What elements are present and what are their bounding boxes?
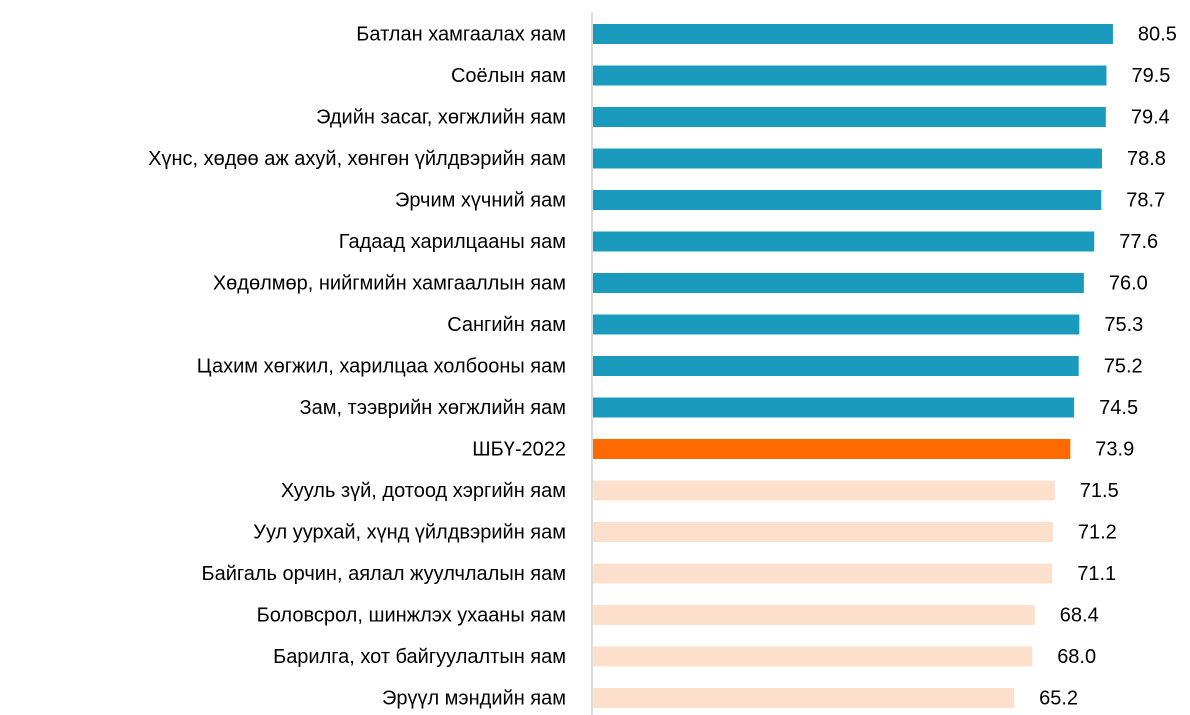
category-label: Хүнс, хөдөө аж ахуй, хөнгөн үйлдвэрийн я… [148, 148, 566, 170]
bar [593, 563, 1053, 584]
value-label: 74.5 [1099, 397, 1138, 419]
value-label: 71.1 [1077, 563, 1116, 585]
value-label: 77.6 [1119, 231, 1158, 253]
category-label: Сангийн яам [447, 314, 566, 336]
value-label: 75.3 [1104, 314, 1143, 336]
value-label: 80.5 [1138, 23, 1177, 45]
category-label: ШБҮ-2022 [472, 438, 566, 460]
category-label: Эрчим хүчний яам [395, 189, 566, 211]
category-label: Байгаль орчин, аялал жуулчлалын яам [201, 563, 566, 585]
bar [593, 107, 1106, 127]
category-label: Боловсрол, шинжлэх ухааны яам [257, 604, 566, 626]
value-label: 68.4 [1060, 604, 1099, 626]
bar [593, 439, 1071, 459]
bar [593, 688, 1015, 708]
value-label: 65.2 [1039, 687, 1078, 709]
bar [593, 24, 1113, 44]
value-label: 71.5 [1080, 480, 1119, 502]
category-label: Батлан хамгаалах яам [356, 23, 566, 45]
bar [593, 397, 1075, 418]
value-label: 78.8 [1127, 148, 1166, 170]
value-label: 73.9 [1095, 438, 1134, 460]
category-label: Эрүүл мэндийн яам [382, 687, 566, 709]
value-label: 79.5 [1131, 65, 1170, 87]
value-label: 71.2 [1078, 521, 1117, 543]
bar [593, 273, 1084, 293]
value-label: 68.0 [1057, 646, 1096, 668]
bar [593, 522, 1053, 542]
bar [593, 148, 1102, 169]
category-label: Соёлын яам [451, 65, 566, 87]
category-label: Хөдөлмөр, нийгмийн хамгааллын яам [213, 272, 566, 294]
category-label: Эдийн засаг, хөгжлийн яам [316, 106, 566, 128]
category-label: Гадаад харилцааны яам [339, 231, 566, 253]
bar [593, 356, 1079, 376]
bar [593, 480, 1055, 501]
bar [593, 65, 1107, 86]
value-label: 75.2 [1104, 355, 1143, 377]
category-label: Хууль зүй, дотоод хэргийн яам [281, 480, 566, 502]
category-label: Цахим хөгжил, харилцаа холбооны яам [197, 355, 566, 377]
category-label: Барилга, хот байгуулалтын яам [273, 646, 566, 668]
bar [593, 605, 1035, 625]
bar [593, 646, 1033, 667]
bar [593, 231, 1095, 252]
bar [593, 190, 1102, 210]
bar [593, 314, 1080, 335]
value-label: 76.0 [1109, 272, 1148, 294]
category-label: Уул уурхай, хүнд үйлдвэрийн яам [253, 521, 566, 543]
value-label: 79.4 [1131, 106, 1170, 128]
value-label: 78.7 [1126, 189, 1165, 211]
category-label: Зам, тээврийн хөгжлийн яам [300, 397, 566, 419]
